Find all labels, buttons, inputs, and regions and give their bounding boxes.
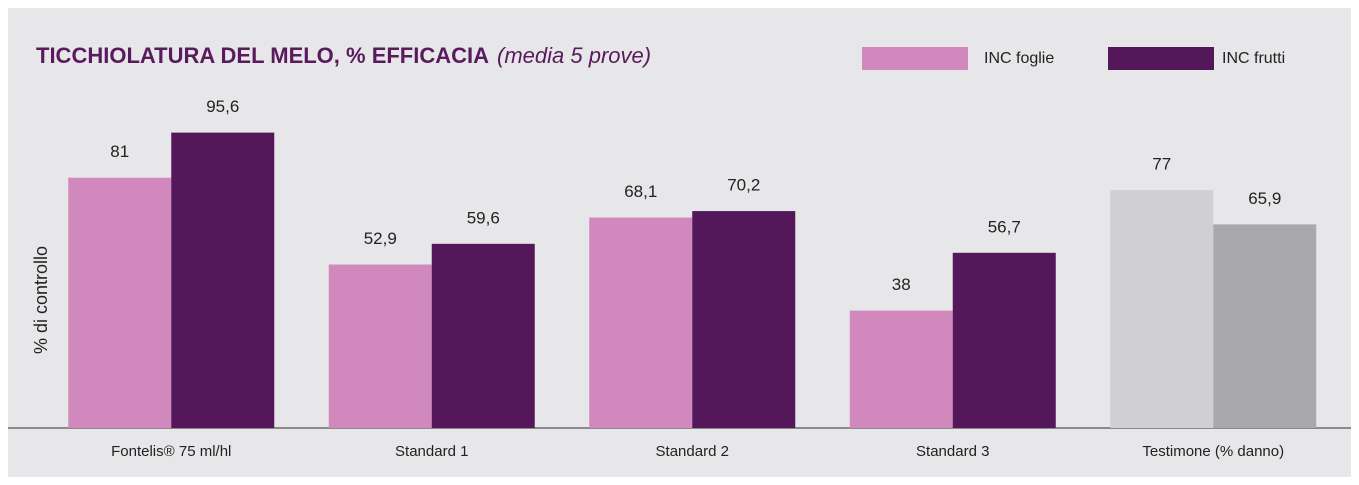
bar [849,310,953,428]
x-tick-label: Standard 2 [656,443,729,460]
legend-swatch [862,47,968,70]
value-label: 77 [1152,155,1171,174]
value-label: 81 [110,142,129,161]
value-label: 56,7 [988,217,1021,236]
legend-label: INC frutti [1222,50,1285,67]
legend-label: INC foglie [984,50,1054,67]
x-tick-label: Standard 3 [916,443,989,460]
y-axis-label: % di controllo [31,246,51,354]
value-label: 38 [892,275,911,294]
value-label: 65,9 [1248,189,1281,208]
x-tick-label: Testimone (% danno) [1142,443,1284,460]
bar [431,243,535,428]
legend-swatch [1108,47,1214,70]
value-label: 52,9 [364,229,397,248]
chart-title: TICCHIOLATURA DEL MELO, % EFFICACIA [36,43,489,68]
bar [589,217,693,428]
x-tick-label: Fontelis® 75 ml/hl [111,443,231,460]
bar [1213,224,1317,428]
bar [952,252,1056,428]
value-label: 95,6 [206,97,239,116]
value-label: 59,6 [467,208,500,227]
value-label: 68,1 [624,182,657,201]
bar [328,264,432,428]
chart-subtitle: (media 5 prove) [497,43,651,68]
bar [171,132,275,428]
bar [1110,190,1214,428]
bar [692,211,796,428]
value-label: 70,2 [727,176,760,195]
bar [68,177,172,428]
x-tick-label: Standard 1 [395,443,468,460]
